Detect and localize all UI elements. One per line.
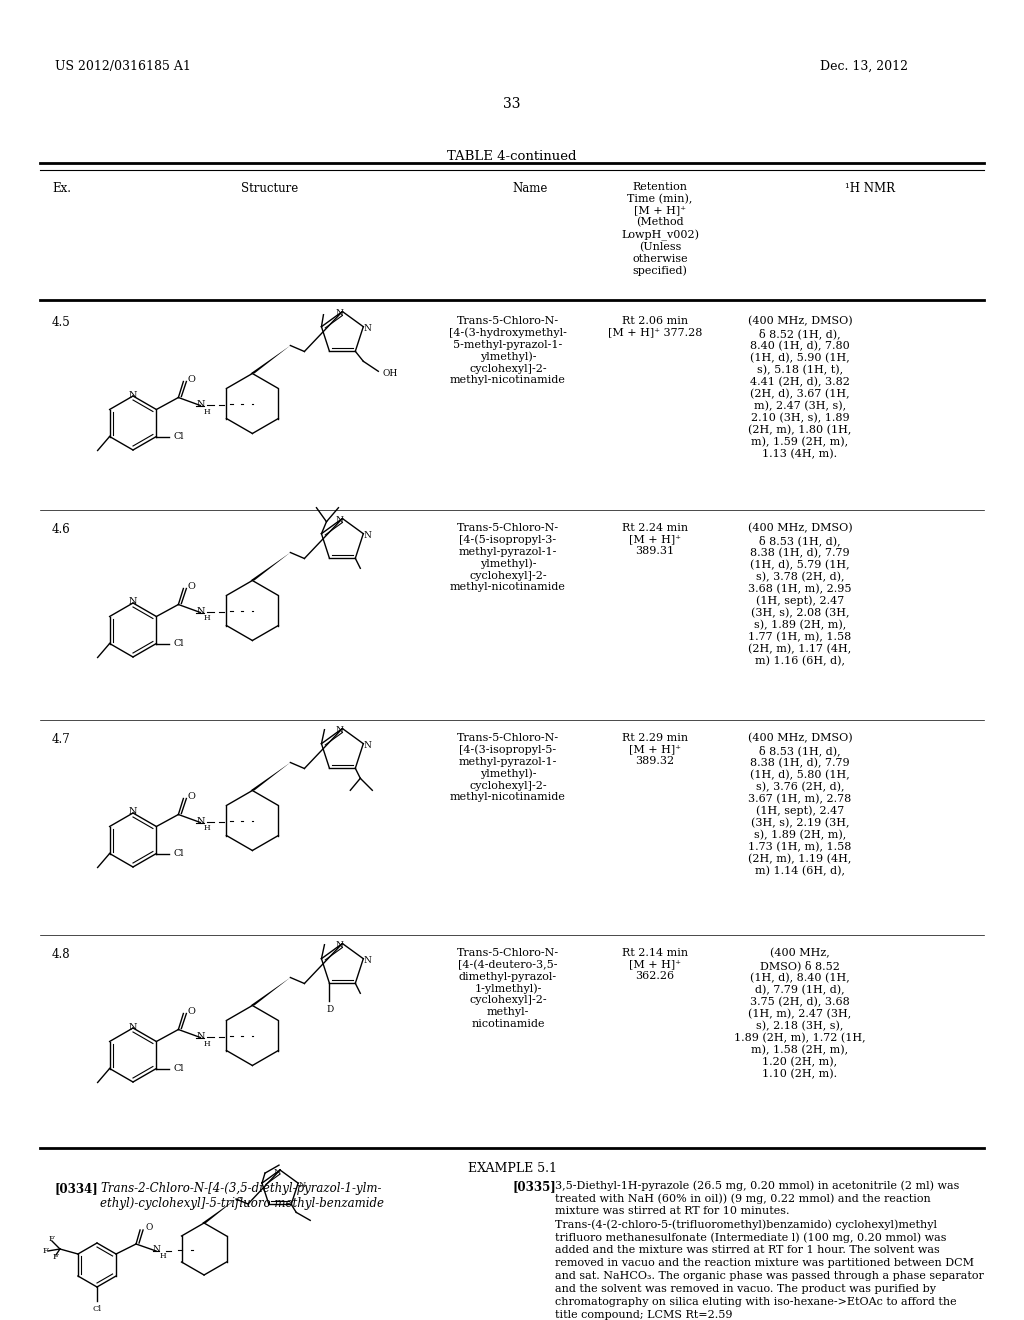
Polygon shape: [251, 346, 291, 374]
Text: H: H: [204, 408, 211, 416]
Text: H: H: [204, 825, 211, 833]
Text: N: N: [197, 607, 205, 616]
Text: (400 MHz,
DMSO) δ 8.52
(1H, d), 8.40 (1H,
d), 7.79 (1H, d),
3.75 (2H, d), 3.68
(: (400 MHz, DMSO) δ 8.52 (1H, d), 8.40 (1H…: [734, 948, 866, 1078]
Text: O: O: [187, 792, 196, 801]
Text: chromatography on silica eluting with iso-hexane->EtOAc to afford the: chromatography on silica eluting with is…: [555, 1298, 956, 1307]
Text: Rt 2.14 min
[M + H]⁺
362.26: Rt 2.14 min [M + H]⁺ 362.26: [622, 948, 688, 981]
Text: 33: 33: [503, 96, 521, 111]
Text: Rt 2.06 min
[M + H]⁺ 377.28: Rt 2.06 min [M + H]⁺ 377.28: [608, 315, 702, 338]
Text: Trans-2-Chloro-N-[4-(3,5-diethyl-pyrazol-1-ylm-
ethyl)-cyclohexyl]-5-trifluoro m: Trans-2-Chloro-N-[4-(3,5-diethyl-pyrazol…: [100, 1181, 384, 1210]
Text: Cl: Cl: [173, 432, 183, 441]
Text: OH: OH: [383, 368, 398, 378]
Text: O: O: [145, 1224, 153, 1233]
Text: added and the mixture was stirred at RT for 1 hour. The solvent was: added and the mixture was stirred at RT …: [555, 1245, 940, 1255]
Text: (400 MHz, DMSO)
δ 8.53 (1H, d),
8.38 (1H, d), 7.79
(1H, d), 5.80 (1H,
s), 3.76 (: (400 MHz, DMSO) δ 8.53 (1H, d), 8.38 (1H…: [748, 733, 852, 876]
Text: Trans-5-Chloro-N-
[4-(3-isopropyl-5-
methyl-pyrazol-1-
ylmethyl)-
cyclohexyl]-2-: Trans-5-Chloro-N- [4-(3-isopropyl-5- met…: [451, 733, 566, 803]
Text: Dec. 13, 2012: Dec. 13, 2012: [820, 59, 908, 73]
Text: Rt 2.24 min
[M + H]⁺
389.31: Rt 2.24 min [M + H]⁺ 389.31: [622, 523, 688, 556]
Text: Name: Name: [512, 182, 548, 195]
Text: N: N: [197, 1032, 205, 1041]
Text: Cl: Cl: [173, 639, 183, 648]
Text: 3,5-Diethyl-1H-pyrazole (26.5 mg, 0.20 mmol) in acetonitrile (2 ml) was: 3,5-Diethyl-1H-pyrazole (26.5 mg, 0.20 m…: [555, 1180, 959, 1191]
Text: 4.5: 4.5: [52, 315, 71, 329]
Text: trifluoro methanesulfonate (Intermediate l) (100 mg, 0.20 mmol) was: trifluoro methanesulfonate (Intermediate…: [555, 1232, 946, 1242]
Text: Trans-5-Chloro-N-
[4-(5-isopropyl-3-
methyl-pyrazol-1-
ylmethyl)-
cyclohexyl]-2-: Trans-5-Chloro-N- [4-(5-isopropyl-3- met…: [451, 523, 566, 593]
Text: (400 MHz, DMSO)
δ 8.53 (1H, d),
8.38 (1H, d), 7.79
(1H, d), 5.79 (1H,
s), 3.78 (: (400 MHz, DMSO) δ 8.53 (1H, d), 8.38 (1H…: [748, 523, 852, 667]
Text: and sat. NaHCO₃. The organic phase was passed through a phase separator: and sat. NaHCO₃. The organic phase was p…: [555, 1271, 984, 1280]
Text: N: N: [336, 309, 343, 318]
Text: [0334]: [0334]: [55, 1181, 98, 1195]
Text: H: H: [204, 1040, 211, 1048]
Text: removed in vacuo and the reaction mixture was partitioned between DCM: removed in vacuo and the reaction mixtur…: [555, 1258, 974, 1269]
Text: US 2012/0316185 A1: US 2012/0316185 A1: [55, 59, 190, 73]
Text: Cl: Cl: [173, 1064, 183, 1073]
Text: N: N: [129, 598, 137, 606]
Text: TABLE 4-continued: TABLE 4-continued: [447, 150, 577, 162]
Text: N: N: [153, 1246, 160, 1254]
Text: N: N: [197, 817, 205, 826]
Text: 4.7: 4.7: [52, 733, 71, 746]
Text: N: N: [364, 325, 372, 333]
Text: O: O: [187, 375, 196, 384]
Text: N: N: [364, 531, 372, 540]
Polygon shape: [251, 978, 291, 1006]
Text: Trans-(4-(2-chloro-5-(trifluoromethyl)benzamido) cyclohexyl)methyl: Trans-(4-(2-chloro-5-(trifluoromethyl)be…: [555, 1218, 937, 1229]
Text: 4.8: 4.8: [52, 948, 71, 961]
Text: [0335]: [0335]: [512, 1180, 556, 1193]
Text: (400 MHz, DMSO)
δ 8.52 (1H, d),
8.40 (1H, d), 7.80
(1H, d), 5.90 (1H,
s), 5.18 (: (400 MHz, DMSO) δ 8.52 (1H, d), 8.40 (1H…: [748, 315, 852, 459]
Text: N: N: [129, 808, 137, 817]
Text: N: N: [336, 516, 343, 525]
Text: N: N: [364, 956, 372, 965]
Text: N: N: [298, 1181, 306, 1189]
Text: and the solvent was removed in vacuo. The product was purified by: and the solvent was removed in vacuo. Th…: [555, 1284, 936, 1294]
Text: N: N: [129, 1023, 137, 1031]
Text: N: N: [336, 726, 343, 735]
Text: Ex.: Ex.: [52, 182, 71, 195]
Text: Trans-5-Chloro-N-
[4-(4-deutero-3,5-
dimethyl-pyrazol-
1-ylmethyl)-
cyclohexyl]-: Trans-5-Chloro-N- [4-(4-deutero-3,5- dim…: [457, 948, 559, 1028]
Text: treated with NaH (60% in oil)) (9 mg, 0.22 mmol) and the reaction: treated with NaH (60% in oil)) (9 mg, 0.…: [555, 1193, 931, 1204]
Text: H: H: [160, 1251, 166, 1261]
Text: Retention
Time (min),
[M + H]⁺
(Method
LowpH_v002)
(Unless
otherwise
specified): Retention Time (min), [M + H]⁺ (Method L…: [621, 182, 699, 276]
Text: N: N: [129, 391, 137, 400]
Text: D: D: [327, 1005, 334, 1014]
Polygon shape: [251, 553, 291, 581]
Polygon shape: [202, 1199, 237, 1224]
Text: N: N: [273, 1168, 281, 1176]
Text: Structure: Structure: [242, 182, 299, 195]
Text: N: N: [336, 941, 343, 950]
Text: EXAMPLE 5.1: EXAMPLE 5.1: [468, 1162, 556, 1175]
Text: F: F: [43, 1247, 49, 1255]
Text: N: N: [197, 400, 205, 409]
Text: Rt 2.29 min
[M + H]⁺
389.32: Rt 2.29 min [M + H]⁺ 389.32: [622, 733, 688, 766]
Text: F: F: [49, 1236, 55, 1243]
Text: O: O: [187, 1007, 196, 1016]
Text: Cl: Cl: [173, 849, 183, 858]
Text: title compound; LCMS Rt=2.59: title compound; LCMS Rt=2.59: [555, 1309, 732, 1320]
Text: F: F: [53, 1253, 59, 1261]
Text: Trans-5-Chloro-N-
[4-(3-hydroxymethyl-
5-methyl-pyrazol-1-
ylmethyl)-
cyclohexyl: Trans-5-Chloro-N- [4-(3-hydroxymethyl- 5…: [450, 315, 567, 385]
Text: Cl: Cl: [92, 1305, 101, 1313]
Text: 4.6: 4.6: [52, 523, 71, 536]
Text: N: N: [364, 742, 372, 750]
Text: ¹H NMR: ¹H NMR: [845, 182, 895, 195]
Text: H: H: [204, 615, 211, 623]
Text: O: O: [187, 582, 196, 591]
Text: mixture was stirred at RT for 10 minutes.: mixture was stirred at RT for 10 minutes…: [555, 1206, 790, 1216]
Polygon shape: [251, 763, 291, 791]
